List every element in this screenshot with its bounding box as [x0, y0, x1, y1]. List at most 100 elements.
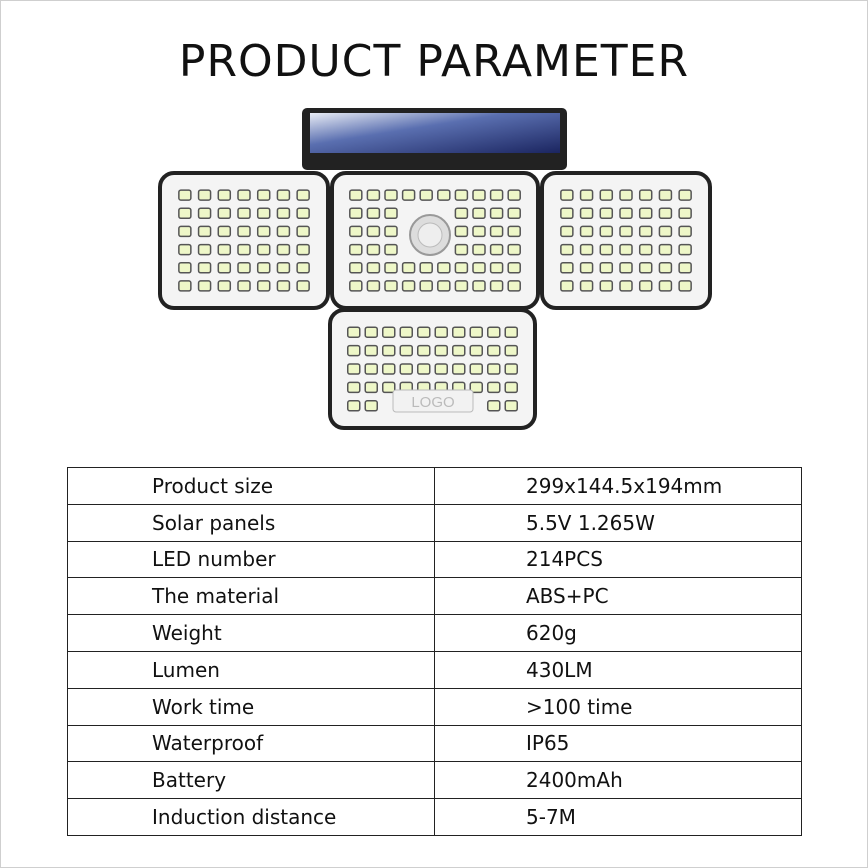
led-chip: [366, 280, 381, 292]
led-chip: [469, 363, 483, 375]
led-chip: [487, 400, 501, 412]
led-chip: [296, 189, 310, 201]
led-chip: [504, 400, 518, 412]
spec-value: 214PCS: [434, 540, 802, 579]
spec-value: 299x144.5x194mm: [434, 467, 802, 505]
led-chip: [349, 207, 363, 219]
product-image: LOGO: [158, 108, 712, 430]
led-chip: [256, 280, 271, 292]
spec-label: LED number: [67, 540, 435, 579]
spec-label: Lumen: [67, 650, 435, 689]
led-chip: [276, 189, 291, 201]
led-chip: [638, 262, 653, 274]
led-chip: [237, 243, 251, 256]
led-chip: [658, 207, 673, 219]
spec-label: Product size: [67, 467, 435, 505]
led-chip: [178, 243, 192, 256]
led-chip: [469, 344, 483, 357]
led-chip: [256, 243, 271, 256]
spec-value: 2400mAh: [434, 761, 802, 800]
table-row: Waterproof IP65: [67, 724, 802, 763]
led-chip: [296, 262, 310, 274]
led-chip: [489, 280, 504, 292]
led-chip: [487, 381, 501, 394]
led-chip: [678, 280, 692, 292]
led-chip: [366, 225, 381, 238]
led-chip: [364, 400, 378, 412]
spec-label: Solar panels: [67, 503, 435, 542]
led-chip: [579, 243, 594, 256]
led-chip: [638, 243, 653, 256]
led-chip: [560, 262, 574, 274]
led-chip: [452, 344, 466, 357]
page-title: PRODUCT PARAMETER: [178, 36, 690, 87]
led-chip: [419, 262, 433, 274]
led-chip: [217, 189, 232, 201]
led-chip: [419, 280, 433, 292]
led-chip: [384, 243, 398, 256]
led-chip: [349, 280, 363, 292]
led-chip: [472, 225, 486, 238]
table-row: Product size 299x144.5x194mm: [67, 467, 802, 505]
table-row: LED number 214PCS: [67, 540, 802, 579]
led-chip: [454, 262, 469, 274]
led-chip: [296, 225, 310, 238]
spec-value: >100 time: [434, 687, 802, 726]
led-chip: [619, 189, 633, 201]
led-chip: [454, 189, 469, 201]
spec-label: The material: [67, 577, 435, 616]
spec-value: 430LM: [434, 650, 802, 689]
led-chip: [560, 207, 574, 219]
led-chip: [437, 262, 451, 274]
led-chip: [237, 189, 251, 201]
led-chip: [638, 189, 653, 201]
right-led-panel: [540, 171, 712, 310]
led-chip: [384, 225, 398, 238]
led-chip: [579, 225, 594, 238]
led-chip: [469, 381, 483, 394]
led-chip: [197, 207, 212, 219]
led-chip: [417, 363, 431, 375]
led-chip: [437, 280, 451, 292]
led-chip: [658, 262, 673, 274]
led-chip: [276, 280, 291, 292]
led-chip: [296, 243, 310, 256]
led-chip: [217, 225, 232, 238]
led-chip: [384, 280, 398, 292]
spec-value: IP65: [434, 724, 802, 763]
led-chip: [347, 326, 361, 338]
led-chip: [678, 225, 692, 238]
led-chip: [472, 280, 486, 292]
led-chip: [560, 280, 574, 292]
led-chip: [197, 280, 212, 292]
led-chip: [454, 243, 469, 256]
led-chip: [579, 189, 594, 201]
solar-panel: [302, 108, 567, 170]
led-chip: [658, 243, 673, 256]
led-chip: [296, 280, 310, 292]
led-chip: [256, 225, 271, 238]
led-chip: [454, 207, 469, 219]
table-row: Solar panels 5.5V 1.265W: [67, 503, 802, 542]
led-chip: [364, 344, 378, 357]
led-chip: [237, 280, 251, 292]
motion-sensor: [409, 214, 451, 256]
led-chip: [197, 225, 212, 238]
led-chip: [472, 262, 486, 274]
led-chip: [487, 363, 501, 375]
led-chip: [507, 189, 521, 201]
left-led-panel: [158, 171, 330, 310]
led-chip: [507, 262, 521, 274]
led-chip: [619, 243, 633, 256]
led-chip: [347, 400, 361, 412]
led-chip: [472, 207, 486, 219]
spec-value: 5-7M: [434, 798, 802, 836]
led-chip: [217, 243, 232, 256]
led-chip: [217, 262, 232, 274]
led-chip: [619, 225, 633, 238]
led-chip: [417, 326, 431, 338]
spec-value: ABS+PC: [434, 577, 802, 616]
led-chip: [217, 207, 232, 219]
led-chip: [678, 189, 692, 201]
led-chip: [382, 381, 396, 394]
